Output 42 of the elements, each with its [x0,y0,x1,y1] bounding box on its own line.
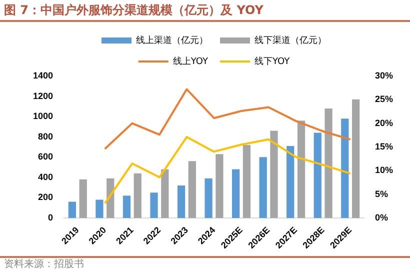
bar [352,99,360,218]
bar [150,192,158,218]
y2-tick-label: 15% [374,141,393,152]
bar [122,196,131,218]
y-tick-label: 1400 [32,70,54,80]
bar [232,169,240,218]
bar [161,169,169,218]
y-tick-label: 600 [38,152,54,162]
bar [341,118,349,218]
y2-tick-label: 20% [374,118,393,128]
chart-title: 图 7：中国户外服饰分渠道规模（亿元）及 YOY [0,0,410,22]
y-tick-label: 0 [48,212,54,222]
bar [270,130,278,218]
bar [314,132,322,218]
legend-label: 线上渠道（亿元） [136,34,208,46]
y2-tick-label: 30% [374,70,393,80]
y-tick-label: 800 [38,131,54,142]
bar [324,108,332,218]
bar [68,202,76,218]
bar [204,178,212,218]
y2-tick-label: 25% [374,94,393,104]
y-tick-label: 200 [38,192,54,202]
bar [188,161,196,218]
bar [177,186,186,218]
y-tick-label: 1200 [32,90,54,101]
bar [259,157,267,218]
y2-tick-label: 10% [374,165,393,176]
bar [242,144,251,218]
y2-tick-label: 0% [374,212,388,222]
legend-label: 线下YOY [254,56,290,67]
bar [134,173,142,218]
y-tick-label: 1000 [32,111,54,122]
text: 资料来源：招股书 [0,256,410,272]
bar [297,120,306,218]
bar [96,200,104,218]
legend-label: 线上YOY [172,56,209,67]
legend-label: 线下渠道（亿元） [254,34,327,46]
y-tick-label: 400 [38,172,54,182]
bar [79,179,87,218]
bar [286,146,294,218]
bar [216,154,224,218]
y2-tick-label: 5% [374,188,388,199]
